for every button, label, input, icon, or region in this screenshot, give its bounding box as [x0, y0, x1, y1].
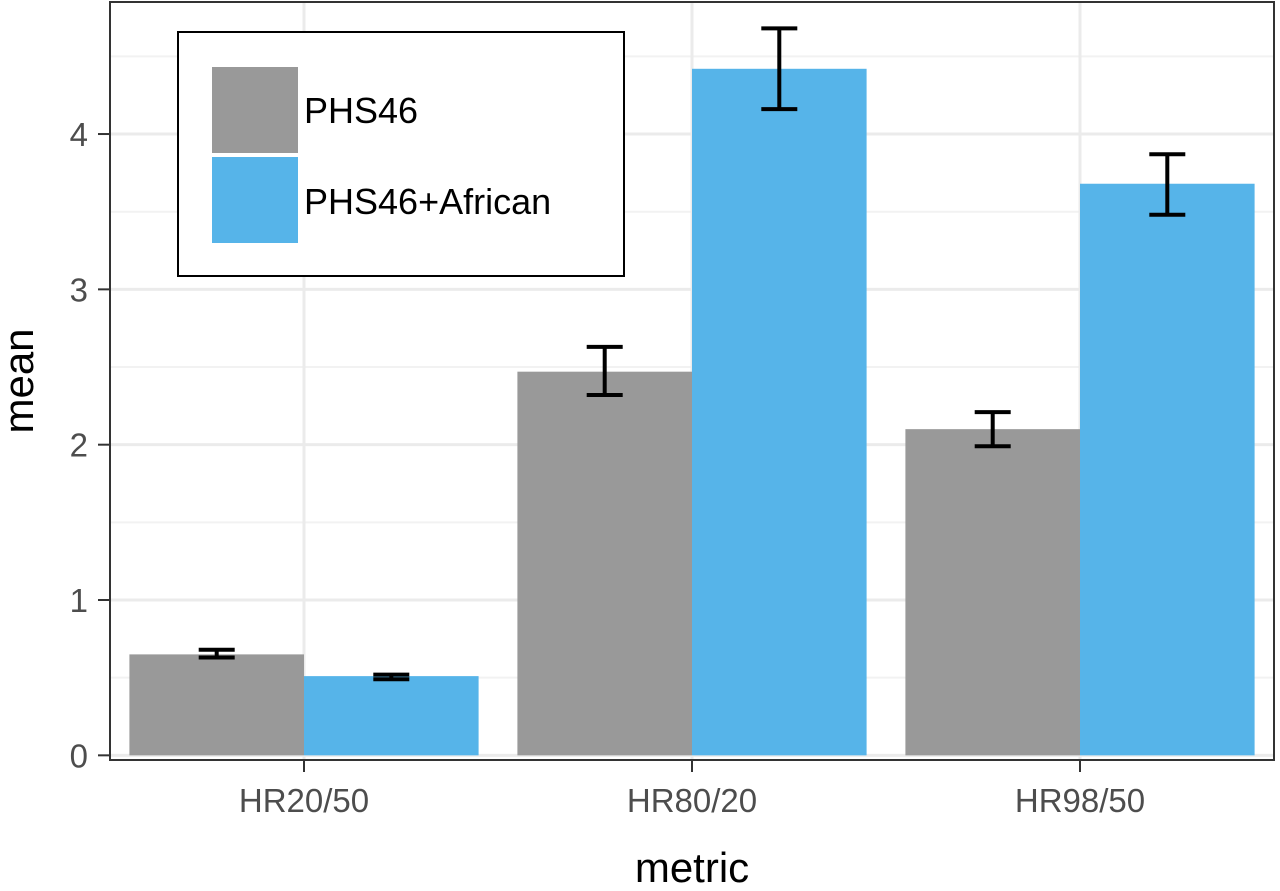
x-axis: HR20/50 HR80/20 HR98/50	[239, 760, 1145, 819]
legend-key-phs46-african	[212, 157, 298, 243]
legend-label-phs46-african: PHS46+African	[304, 181, 551, 222]
y-tick-label: 0	[70, 737, 88, 774]
legend-key-phs46	[212, 67, 298, 153]
bars	[129, 68, 1255, 756]
y-axis-title: mean	[0, 328, 42, 433]
y-tick-label: 4	[70, 116, 88, 153]
legend-label-phs46: PHS46	[304, 90, 418, 131]
bar	[129, 654, 304, 756]
y-tick-label: 3	[70, 271, 88, 308]
bar	[304, 676, 479, 756]
x-axis-title: metric	[635, 844, 749, 891]
bar	[1080, 183, 1255, 756]
y-tick-label: 1	[70, 582, 88, 619]
x-tick-label: HR20/50	[239, 782, 369, 819]
x-tick-label: HR98/50	[1015, 782, 1145, 819]
error-bars	[198, 26, 1186, 682]
legend: PHS46 PHS46+African	[177, 31, 625, 277]
y-tick-label: 2	[70, 427, 88, 464]
y-axis: 0 1 2 3 4	[70, 116, 110, 774]
x-tick-label: HR80/20	[627, 782, 757, 819]
bar	[517, 371, 692, 756]
bar	[692, 68, 867, 756]
bar	[905, 429, 1080, 756]
